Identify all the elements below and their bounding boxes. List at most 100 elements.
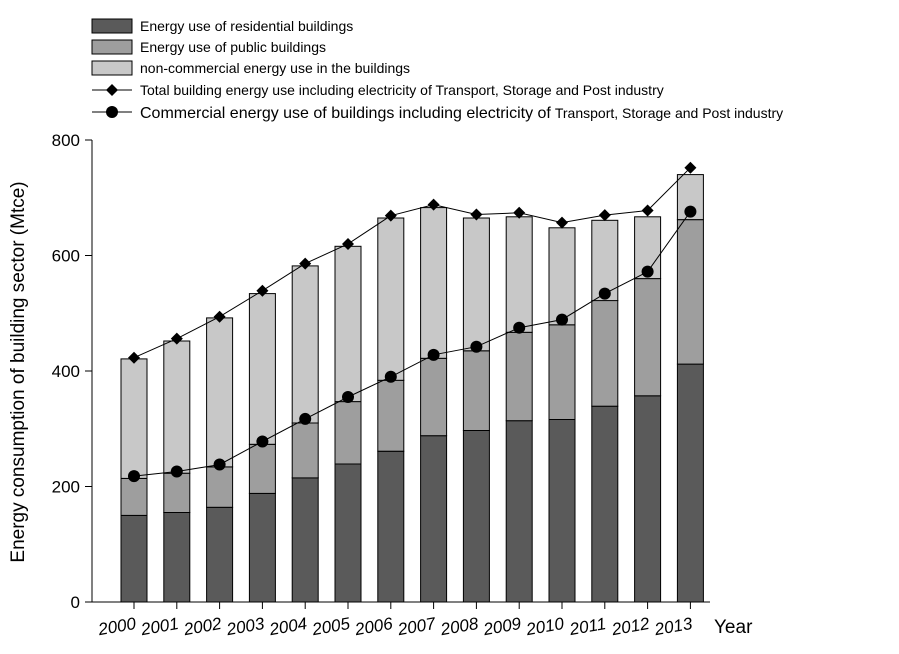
total-point-2006 <box>384 209 397 222</box>
bar-non-commercial-2004 <box>291 265 319 424</box>
bar-residential-2002 <box>206 506 234 603</box>
bar-public-2011 <box>591 300 619 407</box>
x-tick-label: 2001 <box>139 614 181 639</box>
commercial-point-2004 <box>299 412 312 425</box>
bar-non-commercial-2005 <box>334 245 362 403</box>
legend-label-commercial-main: Commercial energy use of buildings inclu… <box>140 105 551 122</box>
x-tick-label: 2005 <box>310 614 352 640</box>
bar-public-2004 <box>291 422 319 479</box>
legend-swatch-residential <box>91 18 133 34</box>
x-tick-label: 2012 <box>609 614 651 640</box>
y-tick-label: 600 <box>52 247 80 266</box>
bar-residential-2008 <box>462 430 490 603</box>
bar-non-commercial-2007 <box>420 207 448 359</box>
bar-public-2006 <box>377 379 405 452</box>
bar-residential-2001 <box>163 512 191 603</box>
legend-circle-icon <box>106 106 118 118</box>
total-point-2013 <box>684 161 697 174</box>
bar-non-commercial-2011 <box>591 219 619 302</box>
bar-residential-2004 <box>291 477 319 603</box>
x-tick-label: 2010 <box>524 614 566 640</box>
total-point-2012 <box>641 204 654 217</box>
commercial-point-2010 <box>556 313 568 326</box>
legend-swatch-non-commercial <box>91 60 133 76</box>
x-tick-label: 2011 <box>567 614 607 639</box>
bar-residential-2005 <box>334 463 362 603</box>
bar-non-commercial-2000 <box>120 358 148 479</box>
x-tick-label: 2013 <box>652 614 694 640</box>
bar-residential-2012 <box>634 395 662 603</box>
bar-non-commercial-2009 <box>505 216 533 333</box>
bar-public-2013 <box>676 219 704 365</box>
legend-label-public: Energy use of public buildings <box>140 39 326 55</box>
commercial-point-2002 <box>213 458 226 471</box>
x-tick-label: 2002 <box>181 614 223 640</box>
total-point-2004 <box>299 257 312 270</box>
commercial-point-2001 <box>170 465 183 478</box>
bar-residential-2009 <box>505 420 533 603</box>
bar-non-commercial-2006 <box>377 217 405 381</box>
total-point-2007 <box>427 198 440 211</box>
commercial-point-2013 <box>684 205 697 218</box>
bar-public-2008 <box>462 350 490 431</box>
legend-label-commercial-tail: Transport, Storage and Post industry <box>555 105 783 121</box>
y-tick-label: 0 <box>71 593 80 612</box>
bar-residential-2013 <box>676 363 704 603</box>
bar-residential-2011 <box>591 405 619 603</box>
bar-public-2012 <box>634 278 662 397</box>
bar-public-2002 <box>206 466 234 508</box>
legend: Energy use of residential buildings Energ… <box>91 18 783 122</box>
bar-non-commercial-2010 <box>548 227 576 326</box>
commercial-point-2003 <box>256 435 269 448</box>
x-tick-label: 2006 <box>353 614 395 640</box>
bar-non-commercial-2002 <box>206 317 234 468</box>
total-energy-line <box>133 167 691 359</box>
bar-public-2009 <box>505 331 533 422</box>
total-point-2008 <box>470 208 483 221</box>
legend-label-commercial: Commercial energy use of buildings inclu… <box>140 105 783 122</box>
commercial-point-2005 <box>342 390 354 403</box>
x-tick-label: 2009 <box>481 614 523 640</box>
commercial-point-2009 <box>513 321 526 334</box>
bar-residential-2006 <box>377 450 405 603</box>
x-tick-label: 2000 <box>96 614 138 640</box>
total-point-2005 <box>342 237 354 250</box>
y-tick-label: 400 <box>52 362 80 381</box>
legend-label-residential: Energy use of residential buildings <box>140 18 353 34</box>
y-axis-label: Energy consumption of building sector (M… <box>8 181 29 562</box>
bar-non-commercial-2003 <box>248 293 276 445</box>
commercial-point-2007 <box>427 348 440 361</box>
bar-public-2005 <box>334 401 362 465</box>
bar-public-2007 <box>420 357 448 437</box>
commercial-point-2006 <box>384 370 397 383</box>
x-axis-label: Year <box>714 617 753 638</box>
total-point-2011 <box>598 209 611 222</box>
commercial-point-2000 <box>128 470 140 483</box>
x-tick-label: 2008 <box>438 614 480 640</box>
bar-residential-2010 <box>548 419 576 603</box>
bar-public-2003 <box>248 443 276 494</box>
commercial-energy-line <box>133 211 691 477</box>
total-point-2001 <box>170 332 183 345</box>
total-point-2010 <box>556 216 568 229</box>
bar-public-2001 <box>163 472 191 514</box>
x-tick-label: 2004 <box>267 614 309 639</box>
bar-public-2000 <box>120 477 148 516</box>
total-point-2000 <box>128 351 140 364</box>
y-tick-label: 800 <box>52 131 80 150</box>
bar-residential-2003 <box>248 492 276 603</box>
bar-non-commercial-2008 <box>462 217 490 352</box>
bar-non-commercial-2001 <box>163 340 191 474</box>
legend-label-non-commercial: non-commercial energy use in the buildin… <box>140 60 410 76</box>
total-point-2009 <box>513 206 526 219</box>
x-tick-label: 2003 <box>224 614 266 640</box>
legend-label-total: Total building energy use including elec… <box>140 82 664 98</box>
y-tick-label: 200 <box>52 478 80 497</box>
commercial-point-2011 <box>598 287 611 300</box>
bar-residential-2000 <box>120 514 148 603</box>
bar-residential-2007 <box>420 435 448 603</box>
bar-public-2010 <box>548 324 576 420</box>
commercial-point-2008 <box>470 340 483 353</box>
